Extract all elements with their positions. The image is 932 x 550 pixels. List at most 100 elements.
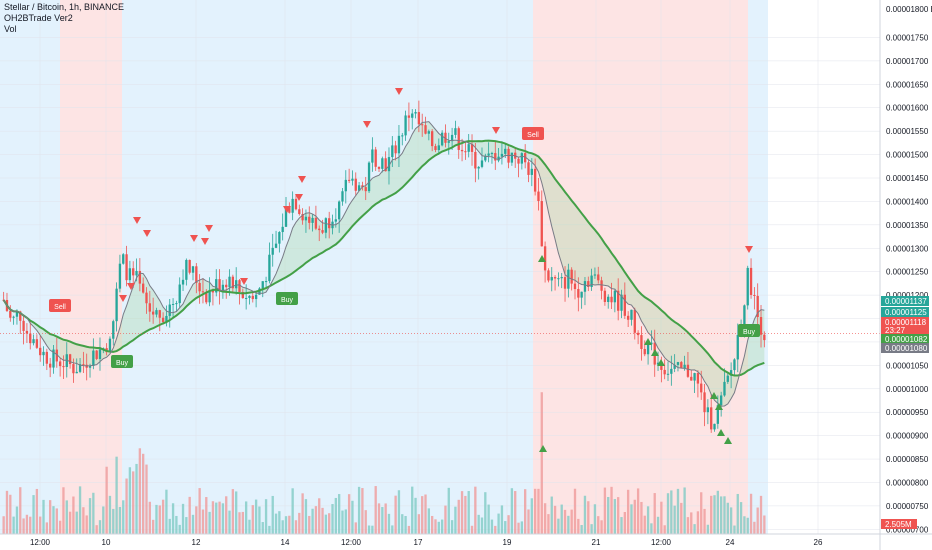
volume-bar: [52, 506, 55, 534]
candle-body: [195, 266, 198, 283]
volume-bar: [686, 517, 690, 534]
legend-symbol[interactable]: Stellar / Bitcoin, 1h, BINANCE: [4, 2, 125, 12]
candle-body: [278, 232, 281, 244]
candle-body: [580, 291, 583, 298]
sell-arrow: [201, 238, 209, 245]
volume-bar: [719, 496, 723, 534]
candle-body: [225, 284, 228, 288]
y-tick-label: 0.00001200: [886, 291, 929, 300]
volume-bar: [484, 492, 487, 534]
volume-bar: [268, 525, 271, 534]
volume-tag-bg: [881, 519, 917, 529]
sell-signal[interactable]: Sell: [49, 299, 71, 312]
volume-bar: [563, 509, 567, 534]
candle-body: [168, 304, 171, 316]
candle-body: [729, 370, 733, 376]
volume-bar: [404, 516, 407, 534]
candle-body: [543, 246, 547, 271]
session-backgrounds: [0, 0, 768, 534]
signal-box: [276, 292, 298, 305]
buy-signal[interactable]: Buy: [111, 355, 133, 368]
volume-bar: [580, 525, 583, 534]
price-tag: 0.00001137: [881, 296, 929, 306]
volume-bar: [251, 505, 254, 534]
candle-body: [215, 279, 218, 293]
chart-legend: Stellar / Bitcoin, 1h, BINANCE OH2BTrade…: [4, 2, 124, 35]
candle-body: [9, 310, 12, 318]
volume-bar: [693, 524, 696, 534]
buy-signal[interactable]: Buy: [738, 324, 760, 337]
volume-bar: [135, 463, 138, 534]
legend-indicator[interactable]: OH2BTrade Ver2: [4, 13, 73, 23]
volume-bar: [9, 494, 12, 534]
volume-bar: [543, 503, 547, 534]
candle-body: [650, 342, 653, 345]
candle-body: [288, 206, 291, 213]
candle-body: [115, 288, 118, 322]
candle-body: [490, 153, 494, 155]
volume-bar: [626, 489, 630, 534]
volume-bar: [22, 518, 25, 534]
candle-body: [344, 179, 347, 192]
candle-body: [39, 347, 42, 356]
volume-bar: [108, 495, 112, 534]
volume-bar: [733, 525, 736, 534]
volume-bar: [636, 488, 640, 534]
candle-body: [88, 365, 92, 368]
sell-arrow: [363, 121, 371, 128]
candle-body: [341, 191, 344, 202]
volume-bar: [278, 511, 281, 534]
candle-body: [560, 277, 563, 279]
candle-body: [231, 276, 235, 289]
candle-body: [377, 166, 381, 169]
candle-body: [537, 191, 540, 202]
volume-bar: [161, 499, 165, 534]
volume-bar: [716, 490, 719, 534]
candle-body: [361, 185, 364, 188]
candle-body: [132, 268, 135, 276]
candle-body: [673, 364, 676, 369]
volume-bar: [29, 516, 32, 534]
y-tick-label: 0.00001500: [886, 151, 929, 160]
volume-bar: [414, 497, 417, 534]
volume-bar: [670, 490, 673, 534]
price-tag-bg: [881, 343, 929, 353]
volume-bar: [185, 517, 188, 534]
volume-tag-value: 2.505M: [885, 520, 912, 529]
candle-body: [384, 158, 387, 172]
candle-body: [374, 149, 377, 167]
sell-arrow: [143, 230, 151, 237]
volume-bar: [643, 515, 646, 534]
volume-bar: [301, 493, 304, 534]
trade-signals: Sell Sell Buy Buy Buy: [49, 88, 760, 452]
candle-body: [550, 277, 553, 281]
volume-bar: [261, 522, 264, 534]
volume-bar: [713, 495, 716, 534]
candle-body: [540, 201, 543, 247]
legend-volume[interactable]: Vol: [4, 24, 17, 34]
sell-arrow: [745, 246, 753, 253]
candle-body: [235, 280, 238, 289]
volume-bar: [128, 467, 132, 534]
candle-body: [749, 267, 753, 295]
candle-body: [298, 209, 301, 214]
candle-body: [108, 338, 112, 353]
candle-body: [364, 187, 367, 192]
volume-bar: [663, 525, 666, 534]
y-tick-label: 0.00001450: [886, 174, 929, 183]
buy-signal[interactable]: Buy: [276, 292, 298, 305]
y-tick-label: 0.00001250: [886, 268, 929, 277]
volume-bar: [188, 496, 191, 534]
volume-bar: [122, 500, 125, 534]
volume-bar: [500, 505, 504, 534]
candle-body: [251, 295, 254, 300]
volume-bar: [132, 471, 135, 534]
sell-signal[interactable]: Sell: [522, 127, 544, 140]
candle-body: [663, 369, 666, 375]
candle-body: [706, 407, 710, 413]
volume-bar: [82, 507, 85, 534]
candle-body: [660, 362, 663, 370]
candle-body: [334, 219, 337, 222]
